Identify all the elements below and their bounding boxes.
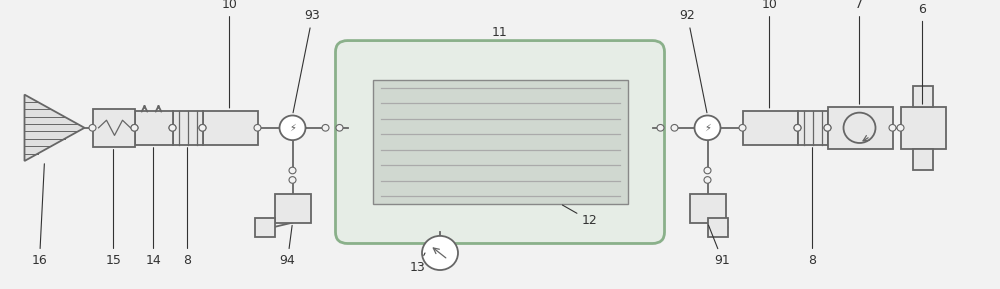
Circle shape [280,116,306,140]
Circle shape [824,125,831,131]
Circle shape [422,236,458,270]
Text: 7: 7 [856,0,864,104]
Circle shape [671,125,678,131]
Bar [202,111,258,145]
Text: 93: 93 [293,10,320,113]
Circle shape [199,125,206,131]
Text: ⚡: ⚡ [704,123,711,133]
Circle shape [131,125,138,131]
Circle shape [794,125,801,131]
Circle shape [89,125,96,131]
Bar [912,149,932,170]
Text: 8: 8 [184,148,192,267]
Polygon shape [24,95,84,161]
Circle shape [704,177,711,183]
Text: 12: 12 [562,205,598,227]
Circle shape [169,125,176,131]
Circle shape [694,116,720,140]
Circle shape [289,177,296,183]
Text: 16: 16 [32,164,47,267]
Circle shape [824,125,831,131]
Text: 10: 10 [222,0,237,108]
Bar [690,194,726,223]
Bar [134,111,173,145]
Bar [900,107,946,149]
Bar [708,218,728,237]
Text: 91: 91 [709,225,730,267]
Circle shape [889,125,896,131]
Text: 14: 14 [146,148,161,267]
Text: 92: 92 [680,10,707,113]
Circle shape [336,125,343,131]
Text: 15: 15 [106,149,121,267]
Text: ⚡: ⚡ [289,123,296,133]
Bar [254,218,274,237]
Circle shape [199,125,206,131]
Text: 11: 11 [492,27,508,40]
Circle shape [289,167,296,174]
Bar [798,111,828,145]
Bar [173,111,202,145]
Circle shape [322,125,329,131]
Circle shape [704,167,711,174]
Bar [274,194,310,223]
FancyBboxPatch shape [336,40,664,244]
Text: 6: 6 [919,3,926,104]
Circle shape [169,125,176,131]
Bar [828,107,893,149]
Text: 94: 94 [280,225,295,267]
Circle shape [131,125,138,131]
Bar [912,86,932,107]
Circle shape [739,125,746,131]
Text: 8: 8 [808,148,816,267]
Text: 10: 10 [762,0,777,108]
Circle shape [657,125,664,131]
Circle shape [794,125,801,131]
Circle shape [254,125,261,131]
Text: 13: 13 [410,253,426,274]
Bar [742,111,798,145]
Bar [372,80,628,204]
Bar [92,109,134,147]
Circle shape [897,125,904,131]
